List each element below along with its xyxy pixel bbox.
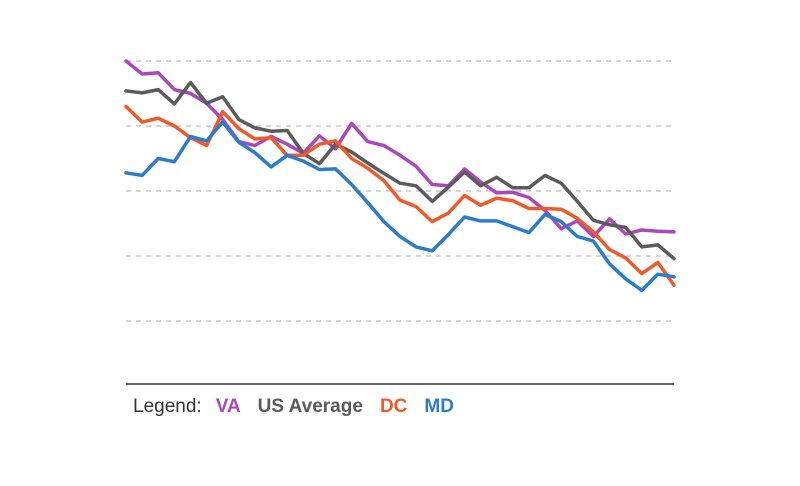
legend-item-dc: DC	[379, 396, 408, 417]
legend-title: Legend:	[133, 396, 202, 417]
series-line-us-average	[124, 80, 676, 261]
series-line-dc	[124, 104, 676, 288]
gridlines	[126, 60, 674, 322]
legend-item-va: VA	[215, 396, 241, 417]
legend-item-us-average: US Average	[257, 396, 363, 417]
series-line-md	[124, 120, 676, 293]
legend-item-md: MD	[424, 396, 454, 417]
legend: Legend: VA US Average DC MD	[133, 396, 471, 418]
series-line-va	[124, 59, 676, 239]
series-lines	[124, 59, 676, 293]
